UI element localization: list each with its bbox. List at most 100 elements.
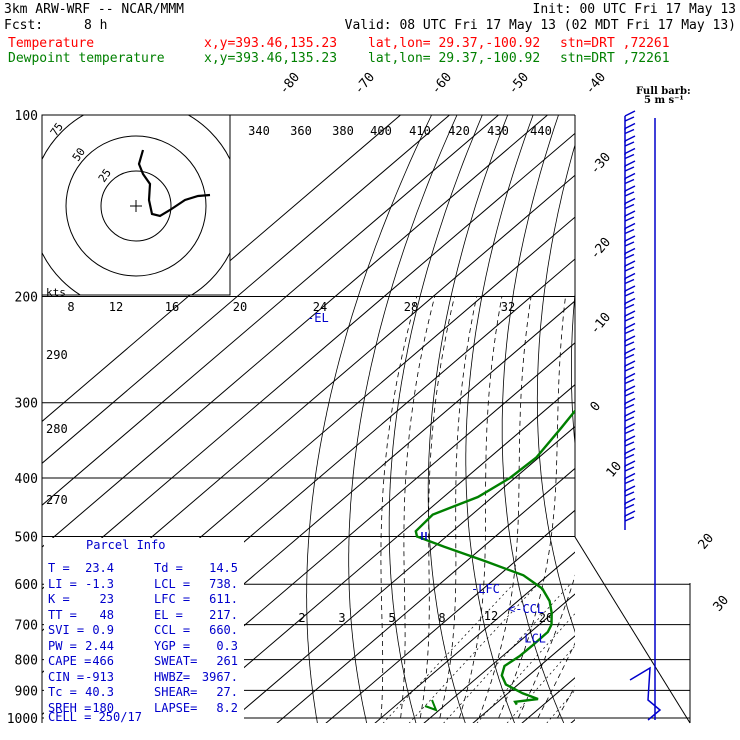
skew-edge (574, 536, 691, 724)
dry-adiabat (348, 115, 458, 723)
temperature-legend-name: Temperature (8, 36, 95, 51)
mixing-ratio-line (476, 613, 575, 723)
theta-label: 360 (290, 124, 312, 138)
moist-adiabat (597, 297, 740, 719)
wind-barb-flag (624, 516, 635, 522)
valid-time: Valid: 08 UTC Fri 17 May 13 (02 MDT Fri … (344, 18, 736, 33)
parcel-info-value: CAPE = (48, 654, 92, 668)
parcel-info-value: 660. (209, 623, 238, 637)
wind-barb-flag (624, 366, 635, 372)
theta-e-label: 290 (46, 348, 68, 362)
wind-barb-flag (624, 178, 635, 185)
wind-barb-flag (624, 341, 635, 347)
dry-adiabat (636, 102, 740, 731)
mixing-ratio-lines (382, 583, 575, 723)
wind-barb-flag (624, 485, 636, 492)
wind-barb-flag (624, 303, 635, 310)
forecast-label: Fcst: (4, 18, 44, 33)
wind-barb-flag (624, 410, 636, 417)
mixing-ratio-label: 32 (501, 300, 515, 314)
wind-barb-flag (624, 235, 636, 242)
parcel-info-value: 3967. (201, 669, 238, 684)
sounding-traces (414, 408, 575, 712)
mixing-ratio-line (506, 645, 575, 723)
isotherm-line (178, 384, 575, 723)
parcel-info-value: 23 (99, 592, 114, 606)
parcel-info-value: PW = (48, 638, 77, 653)
wind-barb-flag (624, 478, 635, 485)
wind-barb-flag (624, 378, 635, 385)
isotherm-label: -50 (506, 70, 533, 98)
wind-barb-flag (624, 435, 636, 442)
parcel-info-value: T = (48, 561, 70, 575)
mixing-ratio-label: 28 (404, 300, 418, 314)
isotherm-line (472, 635, 575, 723)
theta-label: 340 (248, 124, 270, 138)
parcel-info-value: 8.2 (216, 700, 238, 715)
barb-key-title: Full barb: (636, 86, 691, 97)
parcel-info-value: SREH = (48, 700, 92, 715)
moist-adiabat (400, 296, 436, 719)
isotherm-line (570, 719, 575, 723)
isotherm-label: -20 (588, 235, 615, 263)
moist-adiabat (439, 296, 478, 719)
wind-barb-flag (624, 297, 636, 305)
temperature-legend-xy: x,y=393.46,135.23 (204, 36, 338, 51)
dewpoint-legend-xy: x,y=393.46,135.23 (204, 51, 338, 66)
parcel-info-value: Tc = (48, 685, 77, 699)
parcel-info-value: YGP = (154, 638, 191, 653)
pressure-tick-label: 100 (15, 109, 38, 124)
wind-barb-flag (624, 385, 636, 392)
parcel-info-value: LFC = (154, 592, 191, 606)
isotherm-label: -40 (583, 70, 610, 98)
dewpoint-surface-mark (424, 699, 438, 712)
theta-label: 410 (409, 124, 431, 138)
mixing-ratio-label: 8 (67, 300, 74, 314)
mixing-ratio-label: 8 (438, 611, 445, 625)
pressure-tick-label: 500 (15, 530, 38, 545)
parcel-info-value: Td = (154, 561, 183, 575)
parcel-info-value: CCL = (154, 623, 191, 637)
hodograph-speed-label: kts (46, 286, 66, 299)
wind-barb-flag (624, 466, 635, 472)
level-label: -EL (307, 311, 329, 325)
wind-barb-flag (624, 447, 636, 455)
wind-barb-flag (624, 128, 635, 135)
isotherm-line (325, 509, 575, 723)
wind-barb-flag (624, 497, 636, 505)
mixing-ratio-label: 12 (109, 300, 123, 314)
wind-barb-flag (624, 441, 635, 447)
wind-barb-flag (624, 428, 635, 435)
moist-adiabat (498, 296, 566, 719)
parcel-info-value: 14.5 (209, 561, 238, 575)
isotherm-label: -30 (588, 150, 615, 178)
wind-barb-flag (624, 316, 635, 322)
init-time: Init: 00 UTC Fri 17 May 13 (532, 2, 737, 17)
wind-barb-flag (624, 260, 636, 267)
isotherm-line (276, 467, 575, 723)
wind-barb-flag (624, 503, 635, 510)
wind-barb-flag (624, 266, 635, 272)
pressure-tick-label: 1000 (7, 712, 38, 727)
wind-barb-flag (624, 222, 636, 230)
parcel-info-value: SVI = (48, 623, 85, 637)
moist-adiabat (380, 296, 418, 719)
wind-barb-flag (624, 228, 635, 235)
temperature-legend-station: stn=DRT ,72261 (560, 36, 670, 51)
wind-barb-flag (624, 191, 635, 197)
wind-barb-flag (624, 216, 635, 222)
isotherm-label: -10 (588, 310, 615, 338)
wind-barb-flag (624, 353, 635, 360)
wind-barb-flag (624, 397, 636, 405)
hodograph-ring-label: 50 (70, 145, 88, 163)
moist-adiabat (577, 297, 740, 719)
mixing-ratio-label: 20 (539, 611, 553, 625)
parcel-info-value: 261 (216, 654, 238, 668)
wind-barb-flag (624, 278, 635, 285)
isotherm-line (227, 425, 575, 723)
hodograph-ring (65, 135, 207, 277)
wind-barb-flag (624, 166, 635, 172)
mixing-ratio-line (408, 583, 539, 723)
dewpoint-legend-station: stn=DRT ,72261 (560, 51, 670, 66)
